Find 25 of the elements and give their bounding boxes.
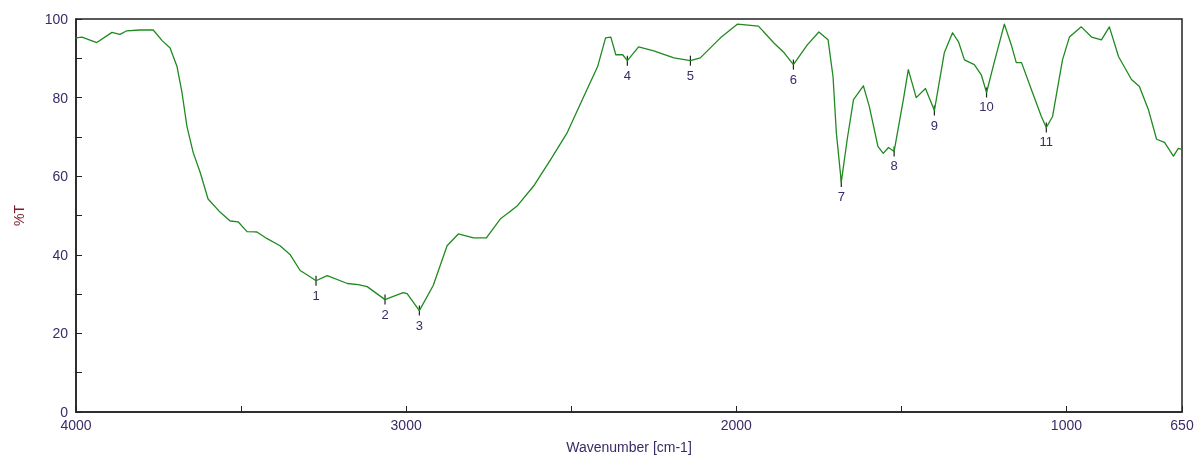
y-tick-label: 40 bbox=[52, 246, 69, 263]
annotation: 9 bbox=[930, 117, 939, 133]
annotation: 7 bbox=[837, 189, 845, 205]
x-tick-label: 3000 bbox=[390, 417, 422, 433]
annotation: 5 bbox=[686, 67, 695, 83]
x-axis-title: Wavenumber [cm-1] bbox=[566, 439, 692, 455]
y-tick-label: 100 bbox=[44, 11, 69, 27]
annotation: 10 bbox=[979, 99, 994, 115]
annotation: 1 bbox=[312, 287, 320, 303]
x-tick-label: 650 bbox=[1170, 417, 1194, 433]
y-tick-label: 60 bbox=[52, 168, 69, 185]
line-series bbox=[75, 23, 1183, 312]
annotation: 8 bbox=[890, 158, 898, 174]
y-tick-label: 80 bbox=[52, 89, 69, 106]
annotation: 2 bbox=[381, 306, 389, 322]
x-tick-label: 2000 bbox=[720, 417, 753, 433]
x-tick-label: 1000 bbox=[1050, 417, 1083, 433]
annotation: 4 bbox=[623, 67, 631, 83]
x-tick-label: 4000 bbox=[60, 417, 92, 433]
y-tick-label: 20 bbox=[52, 325, 69, 342]
annotation: 3 bbox=[415, 317, 423, 333]
annotation: 11 bbox=[1039, 134, 1054, 150]
y-tick-label: 0 bbox=[60, 404, 69, 420]
y-axis-title: %T bbox=[11, 204, 27, 226]
annotation: 6 bbox=[789, 71, 798, 87]
